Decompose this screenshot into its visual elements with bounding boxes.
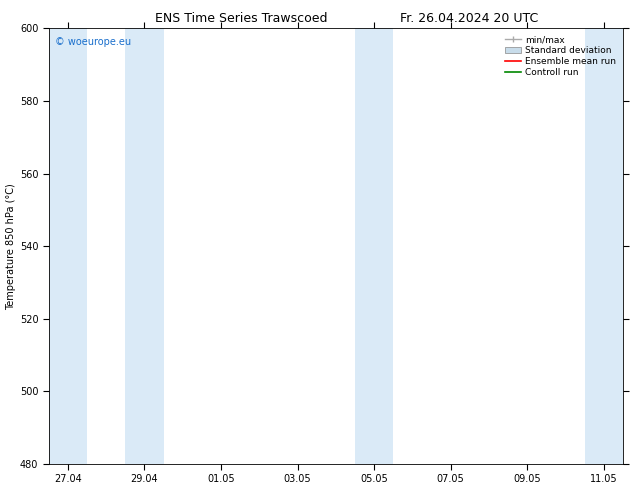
Text: ENS Time Series Trawscoed: ENS Time Series Trawscoed — [155, 12, 327, 25]
Bar — [126, 28, 164, 464]
Text: Fr. 26.04.2024 20 UTC: Fr. 26.04.2024 20 UTC — [400, 12, 538, 25]
Bar — [355, 28, 393, 464]
Legend: min/max, Standard deviation, Ensemble mean run, Controll run: min/max, Standard deviation, Ensemble me… — [502, 33, 618, 79]
Y-axis label: Temperature 850 hPa (°C): Temperature 850 hPa (°C) — [6, 183, 16, 310]
Bar — [49, 28, 87, 464]
Bar — [585, 28, 623, 464]
Text: © woeurope.eu: © woeurope.eu — [55, 37, 131, 47]
